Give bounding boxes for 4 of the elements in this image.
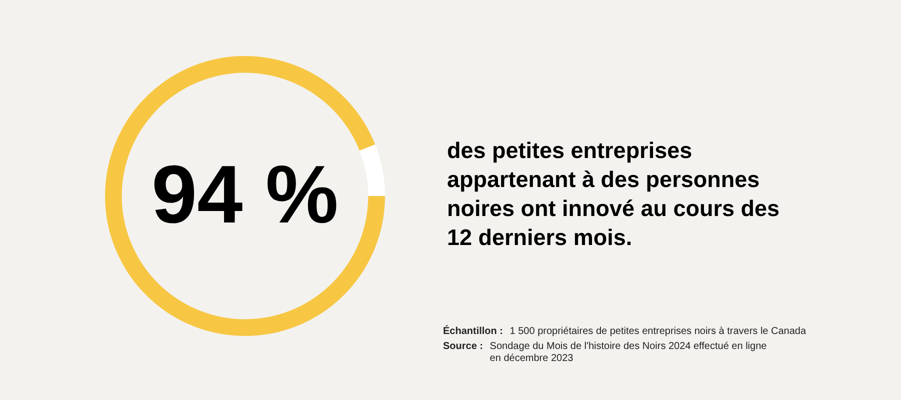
text: Échantillon : 1 500 propriétaires de petites entreprises noirs à travers le Canada [443, 326, 806, 338]
source-note: Source : Sondage du Mois de l'histoire des Noirs 2024 effectué en ligne en décembre 2023 [443, 341, 768, 365]
data-label: 94 % [152, 150, 338, 241]
text: des petites entreprises appartenant à des personnes noires ont innové au cours des 12 derniers mois. [447, 137, 781, 252]
